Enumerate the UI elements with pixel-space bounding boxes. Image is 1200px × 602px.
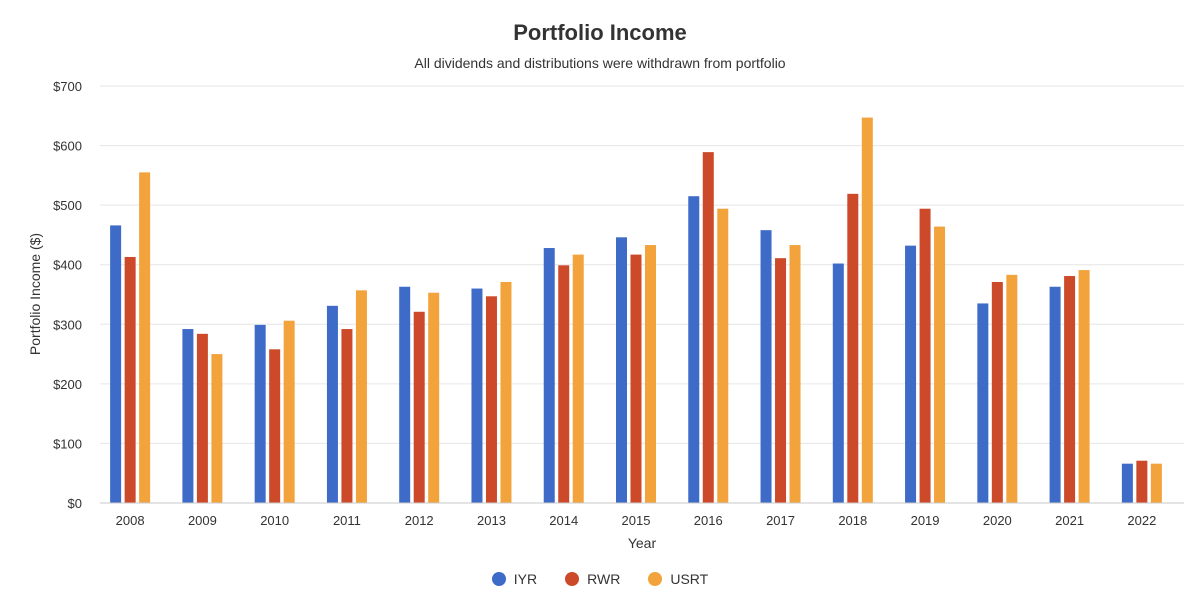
x-tick-label: 2012: [405, 513, 434, 528]
bar-iyr-2012: [399, 286, 411, 503]
bar-usrt-2015: [645, 245, 656, 503]
x-tick-label: 2020: [983, 513, 1012, 528]
x-tick-label: 2008: [116, 513, 145, 528]
y-tick-label: $500: [53, 198, 82, 213]
legend-item-rwr[interactable]: RWR: [565, 571, 620, 587]
bar-rwr-2019: [919, 208, 931, 503]
chart-title: Portfolio Income: [513, 20, 687, 45]
bar-rwr-2017: [775, 258, 787, 503]
x-axis-label: Year: [628, 535, 657, 551]
bar-iyr-2016: [688, 196, 700, 503]
bar-rwr-2011: [341, 329, 353, 503]
bar-usrt-2012: [428, 292, 440, 503]
bar-iyr-2020: [977, 303, 989, 503]
bar-usrt-2011: [355, 290, 367, 503]
x-tick-label: 2016: [694, 513, 723, 528]
bar-rwr-2021: [1064, 276, 1076, 503]
legend-item-usrt[interactable]: USRT: [648, 571, 708, 587]
bar-iyr-2008: [110, 225, 122, 503]
x-tick-label: 2017: [766, 513, 795, 528]
bar-rwr-2022: [1136, 460, 1148, 503]
bar-usrt-2009: [211, 354, 223, 503]
bar-rwr-2008: [124, 256, 136, 503]
bar-rwr-2020: [991, 281, 1003, 503]
x-tick-label: 2019: [911, 513, 940, 528]
y-tick-label: $700: [53, 79, 82, 94]
legend-swatch-icon: [565, 572, 580, 586]
x-tick-label: 2009: [188, 513, 217, 528]
legend-label: IYR: [513, 571, 538, 587]
legend: IYR RWR USRT: [0, 571, 1200, 587]
legend-swatch-icon: [491, 572, 506, 586]
bar-rwr-2016: [702, 152, 714, 504]
bar-rwr-2010: [269, 349, 281, 503]
bar-usrt-2016: [717, 208, 729, 503]
bar-usrt-2020: [1006, 274, 1018, 503]
bar-usrt-2013: [500, 281, 512, 503]
legend-label: RWR: [587, 571, 621, 587]
bar-usrt-2017: [789, 245, 801, 503]
legend-swatch-icon: [648, 572, 663, 586]
x-tick-label: 2018: [838, 513, 867, 528]
y-tick-label: $0: [68, 496, 82, 511]
bar-iyr-2009: [182, 329, 194, 503]
y-tick-label: $600: [53, 139, 82, 154]
bar-rwr-2015: [630, 254, 642, 503]
bar-iyr-2011: [326, 305, 338, 503]
y-tick-label: $200: [53, 377, 82, 392]
x-tick-label: 2011: [333, 513, 361, 528]
bar-iyr-2021: [1049, 286, 1061, 503]
bar-usrt-2010: [283, 320, 295, 503]
legend-label: USRT: [670, 571, 709, 587]
bar-usrt-2008: [139, 172, 151, 503]
y-tick-label: $100: [53, 436, 82, 451]
y-axis-label: Portfolio Income ($): [27, 233, 43, 355]
chart-subtitle: All dividends and distributions were wit…: [414, 55, 786, 71]
bar-usrt-2022: [1150, 463, 1162, 503]
bar-iyr-2014: [543, 248, 555, 503]
x-tick-label: 2015: [622, 513, 651, 528]
bar-usrt-2019: [934, 226, 946, 504]
x-axis-ticks: 2008 2009 2010 2011 2012 2013 2014 2015 2016 2017…: [116, 513, 1157, 528]
bar-usrt-2014: [572, 254, 584, 503]
x-tick-label: 2021: [1055, 513, 1084, 528]
bar-usrt-2021: [1078, 270, 1090, 503]
legend-item-iyr[interactable]: IYR: [491, 571, 538, 587]
bar-rwr-2018: [847, 193, 859, 503]
y-tick-label: $300: [53, 317, 82, 332]
bar-iyr-2010: [254, 324, 266, 503]
bar-iyr-2018: [832, 263, 844, 503]
bar-rwr-2013: [485, 296, 497, 503]
bar-iyr-2017: [760, 230, 772, 504]
x-tick-label: 2022: [1127, 513, 1156, 528]
bar-iyr-2015: [616, 237, 627, 503]
bar-iyr-2013: [471, 288, 483, 503]
bar-rwr-2014: [558, 265, 570, 503]
x-tick-label: 2010: [260, 513, 289, 528]
y-tick-label: $400: [53, 258, 82, 273]
bars: [110, 117, 1162, 504]
bar-rwr-2009: [196, 333, 208, 503]
x-tick-label: 2014: [549, 513, 578, 528]
bar-rwr-2012: [413, 311, 425, 503]
y-axis-ticks: $0 $100 $200 $300 $400 $500 $600 $700: [53, 79, 82, 511]
bar-usrt-2018: [861, 117, 873, 503]
grid-lines: [100, 85, 1184, 444]
x-tick-label: 2013: [477, 513, 506, 528]
bar-iyr-2022: [1121, 463, 1133, 503]
bar-iyr-2019: [905, 245, 917, 503]
